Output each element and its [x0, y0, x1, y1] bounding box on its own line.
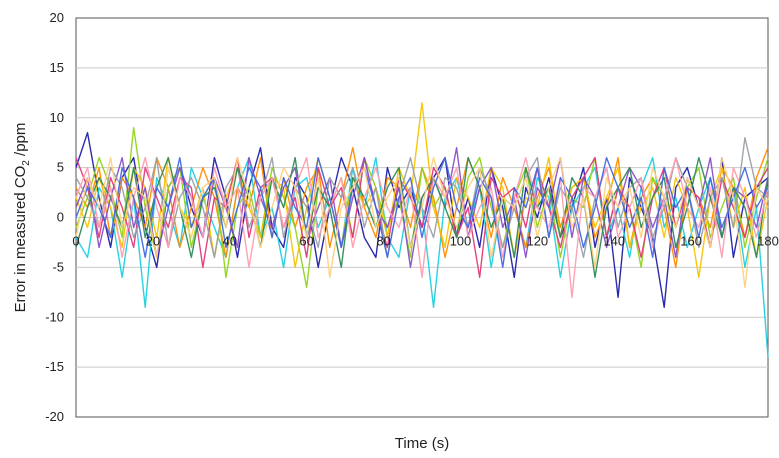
series-line-4: [75, 127, 769, 289]
x-tick-label: 100: [450, 234, 472, 249]
x-tick-label: 180: [757, 234, 779, 249]
x-tick-label: 60: [299, 234, 313, 249]
series-line-12: [75, 156, 769, 289]
y-axis-title-main: Error in measured CO: [12, 166, 29, 313]
y-tick-label: -10: [45, 309, 64, 324]
y-tick-label: 10: [50, 110, 64, 125]
series-line-10: [75, 156, 769, 298]
x-tick-label: 0: [72, 234, 79, 249]
y-tick-label: 20: [50, 10, 64, 25]
x-tick-label: 160: [680, 234, 702, 249]
x-tick-label: 80: [376, 234, 390, 249]
y-tick-label: -20: [45, 409, 64, 424]
series-line-11: [75, 156, 769, 269]
y-tick-label: 0: [57, 210, 64, 225]
y-axis-title-subscript: 2: [21, 160, 32, 166]
x-tick-labels: 0 20 40 60 80 100 120 140 160 180: [72, 234, 778, 249]
y-axis-title: Error in measured CO2 /ppm: [12, 123, 32, 313]
y-tick-labels: -20 -15 -10 -5 0 5 10 15 20: [45, 10, 64, 424]
y-tick-label: -5: [52, 259, 64, 274]
x-tick-label: 140: [603, 234, 625, 249]
x-tick-label: 20: [146, 234, 160, 249]
x-tick-label: 120: [526, 234, 548, 249]
x-axis-title: Time (s): [395, 435, 449, 452]
y-tick-label: -15: [45, 359, 64, 374]
y-tick-label: 5: [57, 160, 64, 175]
y-axis-title-unit: /ppm: [12, 123, 29, 161]
x-tick-label: 40: [223, 234, 237, 249]
series-line-9: [75, 156, 769, 279]
series-lines: [75, 102, 769, 358]
y-tick-label: 15: [50, 60, 64, 75]
